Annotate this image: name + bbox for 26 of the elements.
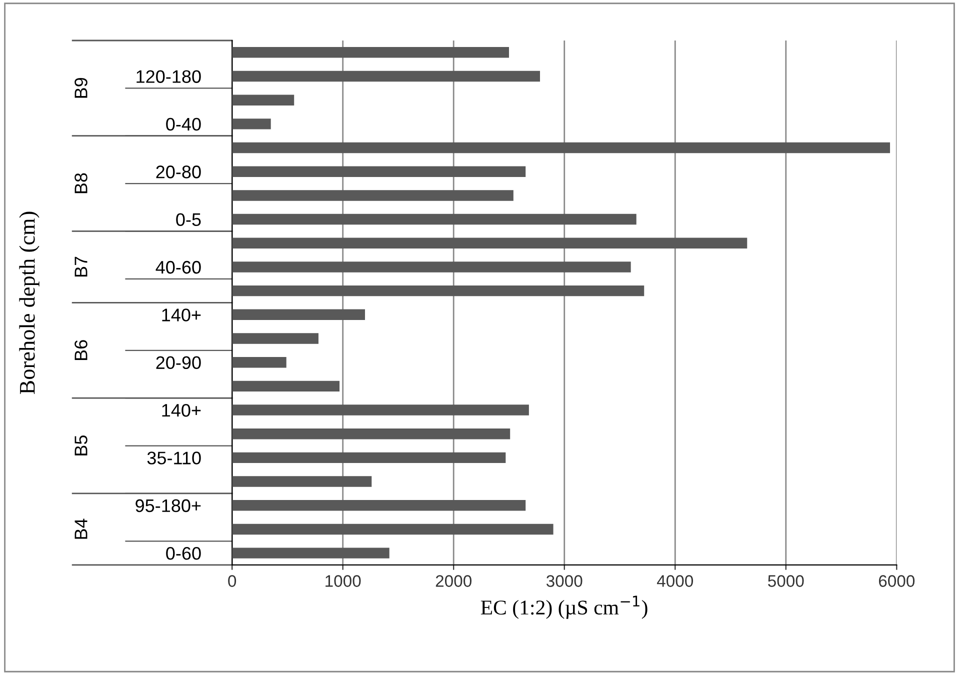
y-tick-label: 0-5 <box>176 213 201 226</box>
y-tick-label: 40-60 <box>156 260 201 274</box>
y-tick-label: 0-40 <box>166 118 201 131</box>
x-tick-label: 3000 <box>546 575 582 587</box>
x-tick-label: 1000 <box>326 575 361 587</box>
text: B4 <box>74 518 88 539</box>
y-axis-title: Borehole depth (cm) <box>19 212 40 394</box>
x-tick-label: 6000 <box>878 575 915 587</box>
x-tick-label: 0 <box>228 575 236 587</box>
y-tick-label: 140+ <box>162 308 201 322</box>
y-tick-label: 140+ <box>162 404 201 417</box>
y-tick-label: 0-60 <box>166 546 201 560</box>
y-tick-label: 20-80 <box>156 166 201 178</box>
text: B5 <box>74 435 88 456</box>
x-tick-label: 2000 <box>436 575 472 587</box>
x-tick-label: 5000 <box>768 575 804 587</box>
text: B8 <box>74 173 88 194</box>
y-tick-label: 20-90 <box>156 356 201 370</box>
y-tick-label: 95-180+ <box>136 499 201 512</box>
text: B7 <box>74 256 88 277</box>
text: B6 <box>74 340 88 360</box>
y-tick-label: 35-110 <box>147 452 201 464</box>
x-tick-label: 4000 <box>656 575 694 587</box>
text: B9 <box>74 78 88 98</box>
x-axis-title: EC (1:2) (µS cm$^{−1}$) <box>480 596 648 619</box>
y-tick-label: 120-180 <box>136 70 201 83</box>
